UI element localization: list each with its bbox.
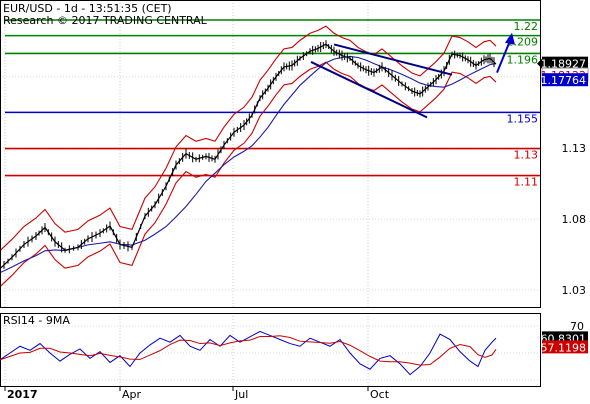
x-tick-label: Apr	[122, 388, 142, 400]
forecast-arrow-shaft	[496, 40, 511, 73]
rsi-y-tick-label: 70	[570, 320, 584, 333]
level-label: 1.13	[514, 149, 539, 162]
current-price-marker	[537, 58, 542, 69]
channel-upper-line	[333, 43, 453, 76]
level-label: 1.209	[507, 36, 539, 49]
level-label: 1.22	[514, 20, 539, 33]
level-label: 1.155	[507, 112, 539, 125]
x-tick-label: Oct	[370, 388, 390, 400]
level-label: 1.11	[514, 176, 539, 189]
bollinger-lower-band	[0, 61, 497, 288]
price-tag-box	[542, 73, 588, 87]
x-tick-label: Jul	[234, 388, 248, 400]
rsi-line	[0, 330, 497, 376]
y-tick-label: 1.13	[562, 142, 587, 155]
rsi-panel-frame	[0, 313, 541, 387]
price-panel-frame	[0, 0, 541, 308]
y-tick-label: 1.08	[562, 213, 587, 226]
y-tick-label: 1.03	[562, 284, 587, 297]
level-label: 1.196	[507, 53, 539, 66]
price-tag-label: 1.18927	[541, 58, 587, 71]
channel-lower-line	[310, 61, 428, 119]
rsi-value-label: 57.1198	[541, 341, 587, 354]
rsi-panel-title: RSI14 - 9MA	[3, 314, 70, 327]
price-tag-box	[542, 56, 588, 70]
price-tag-label: 1.17764	[541, 74, 587, 87]
x-tick-label: 2017	[7, 388, 38, 400]
chart-title: EUR/USD - 1d - 13:51:35 (CET)	[3, 2, 172, 15]
copyright-label: Research © 2017 TRADING CENTRAL	[3, 14, 207, 27]
forecast-arrow-head	[505, 32, 515, 45]
rsi-ma-line	[0, 335, 497, 366]
rsi-value-tag	[542, 340, 588, 354]
